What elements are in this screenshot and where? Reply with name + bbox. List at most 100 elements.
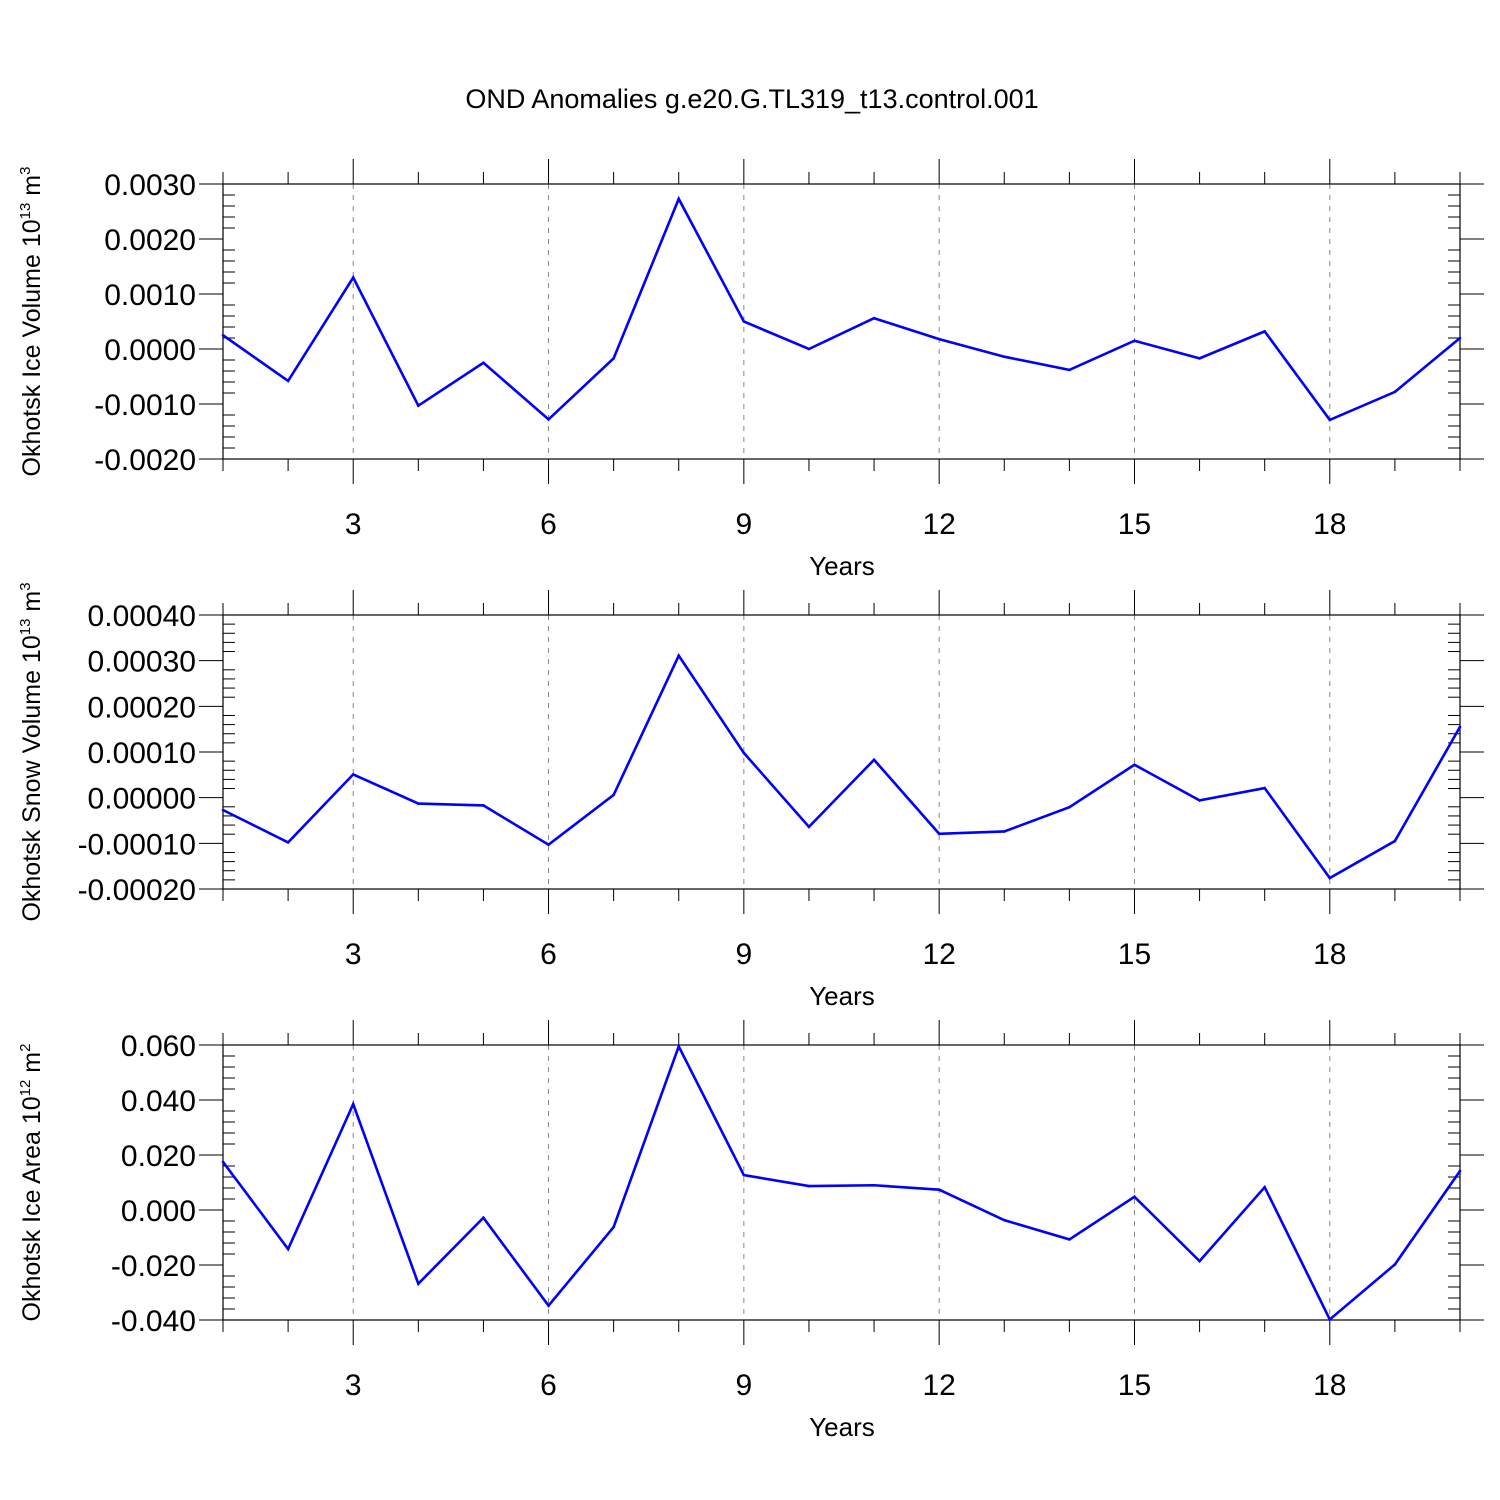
data-point: [221, 1160, 225, 1164]
data-point: [1133, 339, 1136, 343]
data-point: [937, 832, 941, 836]
x-tick-label: 6: [540, 508, 557, 541]
data-point: [1068, 1238, 1071, 1241]
data-point: [937, 1188, 941, 1191]
data-point: [221, 333, 225, 337]
data-point: [351, 773, 355, 776]
y-tick-label: 0.000: [121, 1195, 196, 1228]
y-tick-label: 0.00040: [88, 600, 196, 633]
data-point: [1458, 1169, 1462, 1173]
x-tick-label: 9: [735, 1369, 752, 1402]
data-point: [1328, 418, 1332, 422]
x-tick-label: 18: [1313, 1369, 1346, 1402]
data-point: [742, 751, 746, 755]
x-tick-label: 18: [1313, 508, 1346, 541]
y-tick-label: 0.020: [121, 1140, 196, 1173]
data-point: [807, 825, 811, 829]
data-point: [482, 361, 485, 365]
x-tick-label: 15: [1118, 508, 1151, 541]
x-tick-label: 6: [540, 1369, 557, 1402]
data-point: [286, 841, 290, 844]
y-tick-label: -0.00010: [78, 828, 196, 861]
series-line: [221, 1043, 1462, 1322]
y-tick-label: -0.00020: [78, 874, 196, 907]
x-tick-label: 3: [345, 1369, 362, 1402]
data-point: [417, 802, 420, 805]
data-point: [1133, 1195, 1136, 1199]
y-tick-label: 0.0030: [104, 169, 196, 202]
plot-frame: [222, 1044, 1461, 1321]
data-point: [807, 347, 811, 351]
x-tick-label: 18: [1313, 938, 1346, 971]
panel-2: 3 6 9 12 15 18 Years -0.00020 -0.00010 0.00000 0.0…: [17, 582, 1484, 1011]
data-point: [612, 793, 615, 797]
y-tick-label: 0.040: [121, 1085, 196, 1118]
y-tick-label: 0.0010: [104, 279, 196, 312]
data-point: [1263, 330, 1266, 333]
data-point: [286, 379, 290, 383]
data-point: [1198, 357, 1201, 360]
y-axis-label: Okhotsk Ice Volume 1013 m3: [17, 167, 46, 477]
data-point: [807, 1184, 811, 1188]
data-point: [286, 1247, 290, 1251]
data-point: [1002, 830, 1006, 833]
data-point: [1458, 336, 1462, 340]
data-point: [1458, 725, 1462, 729]
x-tick-label: 12: [922, 1369, 955, 1402]
data-point: [1393, 839, 1397, 843]
y-tick-label: 0.0000: [104, 334, 196, 367]
data-point: [547, 418, 550, 421]
data-point: [872, 316, 876, 320]
panel-3: 3 6 9 12 15 18 Years -0.040 -0.020 0.000 0.020 0.04…: [17, 1020, 1484, 1442]
y-tick-label: -0.0020: [94, 444, 196, 477]
data-point: [417, 404, 420, 407]
x-tick-label: 9: [735, 508, 752, 541]
data-point: [221, 808, 225, 812]
data-point: [351, 276, 355, 279]
x-tick-label: 6: [540, 938, 557, 971]
data-point: [612, 1225, 615, 1229]
x-tick-label: 9: [735, 938, 752, 971]
data-point: [1393, 1263, 1397, 1266]
x-tick-label: 12: [922, 938, 955, 971]
panel-1: 3 6 9 12 15 18 Years -0.0020 -0.0010 0.0000 0.0010…: [17, 159, 1484, 581]
x-tick-label: 3: [345, 508, 362, 541]
data-point: [1263, 1185, 1266, 1189]
x-tick-label: 3: [345, 938, 362, 971]
data-point: [1263, 786, 1266, 790]
data-point: [547, 1304, 550, 1307]
data-point: [1002, 355, 1006, 359]
y-tick-label: 0.060: [121, 1030, 196, 1063]
series-line: [222, 195, 1461, 422]
y-tick-label: 0.00030: [88, 646, 196, 679]
data-point: [547, 843, 550, 847]
x-axis-label: Years: [809, 1412, 875, 1442]
data-point: [482, 804, 485, 807]
series-line: [222, 653, 1462, 880]
y-axis-label: Okhotsk Ice Area 1012 m2: [17, 1044, 46, 1322]
y-tick-label: -0.020: [111, 1250, 196, 1283]
data-point: [1198, 799, 1201, 802]
data-point: [1068, 368, 1071, 372]
y-axis-label: Okhotsk Snow Volume 1013 m3: [17, 582, 46, 921]
data-point: [1068, 805, 1071, 809]
x-tick-label: 15: [1118, 1369, 1151, 1402]
data-point: [937, 337, 941, 341]
data-point: [1393, 390, 1397, 394]
x-tick-label: 12: [922, 508, 955, 541]
data-point: [1198, 1259, 1201, 1263]
chart-title: OND Anomalies g.e20.G.TL319_t13.control.…: [465, 84, 1038, 114]
plot-frame: [222, 614, 1461, 890]
x-tick-label: 15: [1118, 938, 1151, 971]
y-tick-label: -0.0010: [94, 389, 196, 422]
data-point: [612, 357, 615, 360]
y-tick-label: 0.0020: [104, 224, 196, 257]
y-tick-label: 0.00000: [88, 783, 196, 816]
data-point: [1328, 1318, 1332, 1321]
data-point: [677, 654, 681, 657]
x-axis-label: Years: [809, 981, 875, 1011]
y-tick-label: 0.00010: [88, 737, 196, 770]
x-axis-label: Years: [809, 551, 875, 581]
data-point: [417, 1282, 420, 1285]
